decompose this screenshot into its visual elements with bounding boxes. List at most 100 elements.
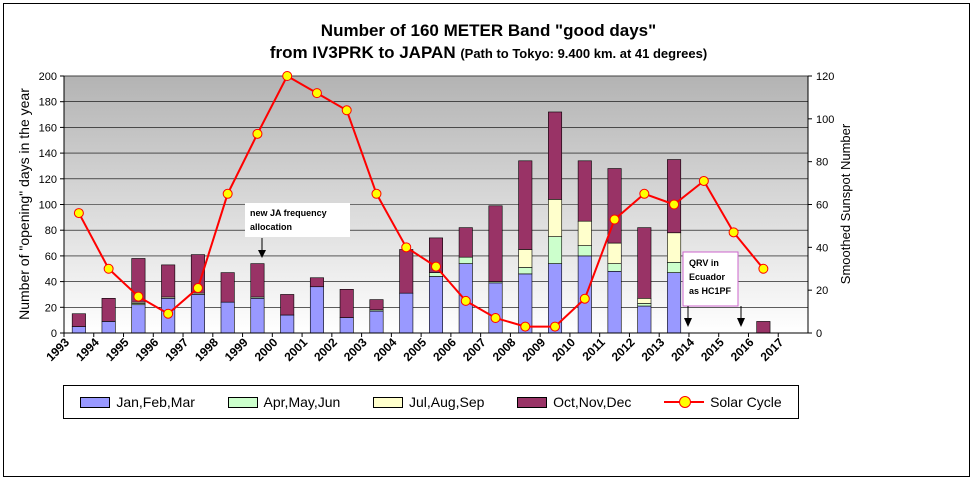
bar-apr-may-jun xyxy=(548,236,563,264)
x-tick-label: 2010 xyxy=(549,335,578,364)
x-tick-label: 2002 xyxy=(311,335,340,364)
y2-tick-labels: 0 20 40 60 80 100 120 xyxy=(808,71,834,340)
solar-cycle-point xyxy=(341,105,352,116)
bar-oct-nov-dec xyxy=(161,264,176,298)
legend-label-oct: Oct,Nov,Dec xyxy=(553,394,632,410)
solar-cycle-point xyxy=(669,199,680,210)
solar-cycle-point xyxy=(609,214,620,225)
x-tick-label: 1994 xyxy=(73,335,102,364)
y-tick-label: 60 xyxy=(45,251,57,263)
bars xyxy=(71,111,771,334)
solar-cycle-point xyxy=(579,293,590,304)
annotation-qrv-box xyxy=(682,251,739,307)
bar-jan-feb-mar xyxy=(369,310,384,334)
x-tick-label: 1997 xyxy=(162,335,191,364)
y2-tick-label: 40 xyxy=(816,242,828,254)
bar-oct-nov-dec xyxy=(399,249,414,294)
y2-axis-label: Smoothed Sunspot Number xyxy=(838,123,853,284)
x-tick-label: 2003 xyxy=(341,335,370,364)
bar-jul-aug-sep xyxy=(637,298,652,304)
bar-apr-may-jun xyxy=(577,245,592,257)
y-tick-label: 140 xyxy=(39,148,57,160)
solar-cycle-point xyxy=(103,263,114,274)
y2-tick-label: 0 xyxy=(816,328,822,340)
annotation-ja-frequency: new JA frequency allocation xyxy=(245,203,350,258)
bar-oct-nov-dec xyxy=(458,227,473,258)
bar-jan-feb-mar xyxy=(339,317,354,334)
bar-oct-nov-dec xyxy=(339,289,354,318)
solar-cycle-point xyxy=(73,208,84,219)
chart-title: Number of 160 METER Band "good days" fro… xyxy=(0,20,977,65)
y-tick-label: 0 xyxy=(51,328,57,340)
annotation-ja-box xyxy=(245,203,350,237)
solar-cycle-point xyxy=(133,291,144,302)
x-tick-label: 1996 xyxy=(133,335,162,364)
x-tick-label: 2006 xyxy=(430,335,459,364)
legend-swatch-solar xyxy=(664,396,705,408)
x-tick-label: 1993 xyxy=(43,335,72,364)
bar-jan-feb-mar xyxy=(131,304,146,334)
x-tick-label: 2017 xyxy=(758,335,787,364)
bar-jan-feb-mar xyxy=(280,314,295,334)
solar-cycle-point xyxy=(311,88,322,99)
bar-oct-nov-dec xyxy=(101,298,116,322)
bar-oct-nov-dec xyxy=(250,263,265,298)
y2-tick-label: 80 xyxy=(816,157,828,169)
bar-jan-feb-mar xyxy=(637,305,652,334)
bar-oct-nov-dec xyxy=(607,168,622,244)
bar-oct-nov-dec xyxy=(280,294,295,316)
bar-jan-feb-mar xyxy=(488,282,503,334)
y-tick-labels: 0 20 40 60 80 100 120 140 160 180 200 xyxy=(39,71,64,340)
y-tick-label: 180 xyxy=(39,97,57,109)
legend-swatch-jul xyxy=(372,396,403,408)
annotation-qrv-line-2: Ecuador xyxy=(689,272,726,282)
x-tick-label: 1995 xyxy=(103,335,132,364)
legend-swatch-jan xyxy=(80,396,111,408)
bar-oct-nov-dec xyxy=(577,160,592,222)
title-line-1: Number of 160 METER Band "good days" xyxy=(320,21,657,40)
annotation-qrv-arrowhead-right xyxy=(737,318,745,327)
annotation-ja-line-2: allocation xyxy=(250,222,292,232)
y-axis-label: Number of "opening" days in the year xyxy=(16,88,32,320)
x-tick-label: 1998 xyxy=(192,335,221,364)
solar-cycle-point xyxy=(728,227,739,238)
solar-cycle-point xyxy=(401,242,412,253)
legend-label-apr: Apr,May,Jun xyxy=(263,394,341,410)
bar-jan-feb-mar xyxy=(190,294,205,334)
bar-jan-feb-mar xyxy=(71,326,86,334)
bar-apr-may-jun xyxy=(667,262,682,273)
legend-item-jan: Jan,Feb,Mar xyxy=(80,394,195,410)
bar-oct-nov-dec xyxy=(518,160,533,250)
y-tick-label: 80 xyxy=(45,225,57,237)
solar-cycle-line xyxy=(73,71,769,332)
bar-apr-may-jun xyxy=(458,256,473,264)
y-tick-label: 160 xyxy=(39,122,57,134)
x-tick-label: 2009 xyxy=(519,335,548,364)
x-tick-label: 2005 xyxy=(400,335,429,364)
bar-jul-aug-sep xyxy=(518,249,533,268)
bar-apr-may-jun xyxy=(637,303,652,307)
legend-item-jul: Jul,Aug,Sep xyxy=(372,394,485,410)
solar-cycle-point xyxy=(490,313,501,324)
solar-cycle-point xyxy=(371,188,382,199)
solar-cycle-point xyxy=(639,188,650,199)
bar-jul-aug-sep xyxy=(548,199,563,237)
bar-oct-nov-dec xyxy=(637,227,652,299)
legend-swatch-apr xyxy=(227,396,258,408)
title-note: (Path to Tokyo: 9.400 km. at 41 degrees) xyxy=(460,46,708,61)
title-line-2: from IV3PRK to JAPAN (Path to Tokyo: 9.4… xyxy=(0,42,977,65)
legend-label-jul: Jul,Aug,Sep xyxy=(408,394,485,410)
solar-cycle-point xyxy=(431,261,441,272)
x-tick-label: 2008 xyxy=(490,335,519,364)
y2-tick-label: 60 xyxy=(816,200,828,212)
solar-cycle-point xyxy=(758,263,769,274)
legend-item-oct: Oct,Nov,Dec xyxy=(517,394,631,410)
x-tick-label: 2015 xyxy=(698,335,727,364)
solar-cycle-point xyxy=(460,295,471,306)
legend-label-solar: Solar Cycle xyxy=(710,394,782,410)
y2-tick-label: 100 xyxy=(816,114,834,126)
bar-oct-nov-dec xyxy=(71,313,86,327)
title-line-2-main: from IV3PRK to JAPAN xyxy=(269,43,456,62)
bar-jan-feb-mar xyxy=(220,301,235,334)
